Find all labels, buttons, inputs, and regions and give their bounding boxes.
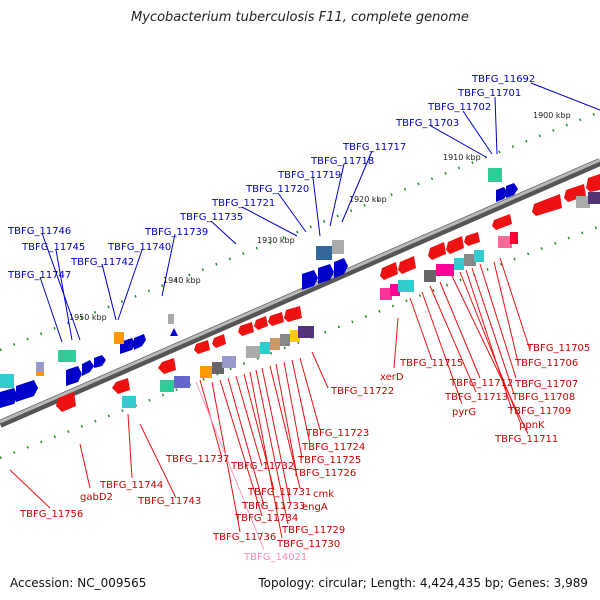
gene-label[interactable]: TBFG_11706 (514, 358, 578, 369)
pseudo-leader-line (195, 381, 265, 551)
gene-label[interactable]: TBFG_11720 (245, 184, 309, 195)
tick-label: 1900 kbp (533, 111, 571, 120)
gene-label[interactable]: TBFG_11739 (144, 227, 208, 238)
gene-label[interactable]: TBFG_11713 (444, 392, 508, 403)
gene-label[interactable]: TBFG_11718 (310, 156, 374, 167)
gene-label[interactable]: engA (302, 502, 328, 513)
gene-label[interactable]: xerD (380, 372, 404, 383)
map-title: Mycobacterium tuberculosis F11, complete… (131, 10, 469, 25)
gene-label[interactable]: TBFG_11734 (234, 513, 298, 524)
gene-label[interactable]: TBFG_11740 (107, 242, 171, 253)
tick-label: 1950 kbp (69, 313, 107, 322)
gene-label[interactable]: TBFG_11708 (511, 392, 575, 403)
gene-label[interactable]: cmk (313, 489, 334, 500)
feature-blocks (0, 168, 600, 408)
gene-label[interactable]: TBFG_11736 (212, 532, 276, 543)
gene-label[interactable]: TBFG_11705 (526, 343, 590, 354)
gene-label[interactable]: TBFG_11756 (19, 509, 83, 520)
gene-label[interactable]: TBFG_11722 (330, 386, 394, 397)
gene-label[interactable]: gabD2 (80, 492, 113, 503)
genome-backbone (0, 158, 600, 428)
gene-label[interactable]: TBFG_11737 (165, 454, 229, 465)
gene-label[interactable]: TBFG_11719 (277, 170, 341, 181)
top-labels: TBFG_11692 TBFG_11701 TBFG_11702 TBFG_11… (7, 74, 535, 281)
gene-label[interactable]: TBFG_11711 (494, 434, 558, 445)
gene-label[interactable]: TBFG_11707 (514, 379, 578, 390)
bottom-labels: TBFG_11705 TBFG_11706 TBFG_11707 TBFG_11… (19, 343, 590, 563)
accession-text: Accession: NC_009565 (10, 576, 147, 590)
gene-label[interactable]: TBFG_11745 (21, 242, 85, 253)
gene-label[interactable]: TBFG_11743 (137, 496, 201, 507)
gene-label[interactable]: TBFG_11725 (297, 455, 361, 466)
gene-label[interactable]: TBFG_11717 (342, 142, 406, 153)
gene-label[interactable]: TBFG_11742 (70, 257, 134, 268)
gene-label[interactable]: TBFG_11701 (457, 88, 521, 99)
gene-label[interactable]: TBFG_11712 (449, 378, 513, 389)
gene-label[interactable]: TBFG_11732 (230, 461, 294, 472)
gene-label[interactable]: TBFG_11747 (7, 270, 71, 281)
genome-info-text: Topology: circular; Length: 4,424,435 bp… (258, 576, 588, 590)
gene-label[interactable]: TBFG_11723 (305, 428, 369, 439)
top-leader-lines (39, 82, 600, 343)
tick-label: 1920 kbp (349, 195, 387, 204)
tick-label: 1940 kbp (163, 276, 201, 285)
gene-label[interactable]: TBFG_11730 (276, 539, 340, 550)
gene-label[interactable]: TBFG_11724 (301, 442, 365, 453)
tick-label: 1910 kbp (443, 153, 481, 162)
gene-label[interactable]: TBFG_11703 (395, 118, 459, 129)
pseudogene-label[interactable]: TBFG_14021 (243, 552, 307, 563)
gene-label[interactable]: TBFG_11715 (399, 358, 463, 369)
outer-tick-track (0, 110, 600, 352)
gene-label[interactable]: TBFG_11726 (292, 468, 356, 479)
tick-label: 1930 kbp (257, 236, 295, 245)
gene-label[interactable]: TBFG_11733 (241, 501, 305, 512)
gene-label[interactable]: TBFG_11746 (7, 226, 71, 237)
reverse-genes (56, 174, 600, 412)
gene-label[interactable]: TBFG_11729 (281, 525, 345, 536)
gene-label[interactable]: TBFG_11735 (179, 212, 243, 223)
gene-label[interactable]: TBFG_11721 (211, 198, 275, 209)
gene-label[interactable]: pyrG (452, 407, 476, 418)
forward-genes (0, 183, 518, 408)
gene-label[interactable]: TBFG_11731 (247, 487, 311, 498)
gene-label[interactable]: ppnK (519, 420, 545, 431)
gene-label[interactable]: TBFG_11709 (507, 406, 571, 417)
gene-label[interactable]: TBFG_11702 (427, 102, 491, 113)
gene-label[interactable]: TBFG_11744 (99, 480, 163, 491)
genome-backbone-highlight (0, 158, 600, 424)
gene-label[interactable]: TBFG_11692 (471, 74, 535, 85)
